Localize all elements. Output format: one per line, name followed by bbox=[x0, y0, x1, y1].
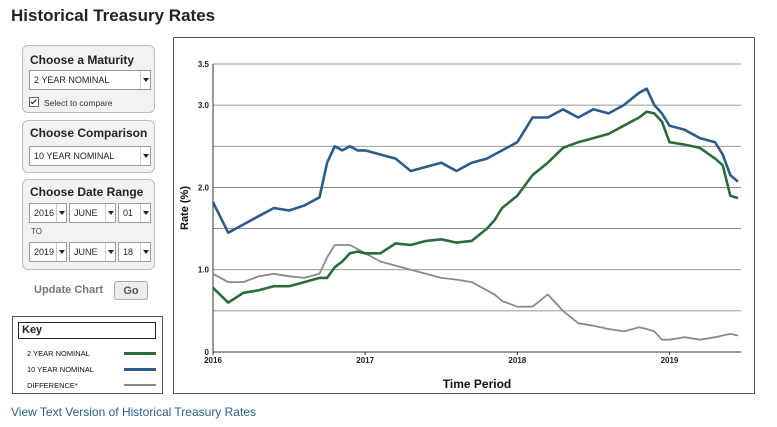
key-label-difference: DIFFERENCE* bbox=[27, 381, 78, 390]
maturity-panel: Choose a Maturity 2 YEAR NOMINAL Select … bbox=[22, 45, 155, 113]
treasury-chart: 0 1.0 2.0 3.0 3.5 2016 2017 2018 2019 Time Period… bbox=[179, 60, 741, 391]
y-axis-label: Rate (%) bbox=[179, 186, 191, 230]
chevron-down-icon bbox=[140, 204, 150, 222]
compare-checkbox[interactable] bbox=[29, 97, 39, 107]
y-tick-label: 3.0 bbox=[198, 101, 210, 110]
x-tick-label: 2018 bbox=[508, 356, 526, 365]
maturity-select[interactable]: 2 YEAR NOMINAL bbox=[29, 70, 151, 90]
y-tick-label: 1.0 bbox=[198, 266, 210, 275]
series-line-10-year-nominal bbox=[211, 87, 739, 234]
x-tick-label: 2019 bbox=[661, 356, 679, 365]
compare-checkbox-row[interactable]: Select to compare bbox=[29, 97, 113, 108]
chevron-down-icon bbox=[56, 243, 66, 261]
date-range-heading: Choose Date Range bbox=[30, 185, 144, 199]
from-day-value: 01 bbox=[123, 208, 134, 218]
chevron-down-icon bbox=[140, 71, 150, 89]
to-day-select[interactable]: 18 bbox=[118, 242, 151, 262]
chevron-down-icon bbox=[140, 243, 150, 261]
update-chart-label: Update Chart bbox=[34, 284, 104, 296]
comparison-select[interactable]: 10 YEAR NOMINAL bbox=[29, 146, 151, 166]
y-tick-label: 0 bbox=[205, 348, 210, 357]
x-tick-label: 2017 bbox=[356, 356, 374, 365]
key-title: Key bbox=[18, 322, 156, 339]
key-label-10yr: 10 YEAR NOMINAL bbox=[27, 365, 94, 374]
from-month-value: JUNE bbox=[74, 208, 98, 218]
chevron-down-icon bbox=[140, 147, 150, 165]
key-swatch-10yr bbox=[124, 368, 156, 371]
page-title: Historical Treasury Rates bbox=[11, 6, 216, 25]
chevron-down-icon bbox=[105, 204, 115, 222]
key-box: Key 2 YEAR NOMINAL 10 YEAR NOMINAL DIFFE… bbox=[12, 316, 163, 394]
comparison-panel: Choose Comparison 10 YEAR NOMINAL bbox=[22, 120, 155, 173]
date-range-panel: Choose Date Range 2016 JUNE 01 TO 2019 J… bbox=[22, 179, 155, 270]
x-tick-label: 2016 bbox=[204, 356, 222, 365]
comparison-select-value: 10 YEAR NOMINAL bbox=[34, 151, 115, 161]
y-tick-label: 2.0 bbox=[198, 183, 210, 192]
chevron-down-icon bbox=[105, 243, 115, 261]
comparison-heading: Choose Comparison bbox=[30, 126, 148, 140]
chart-box: 0 1.0 2.0 3.0 3.5 2016 2017 2018 2019 Time Period… bbox=[173, 37, 755, 394]
x-axis-label: Time Period bbox=[443, 377, 511, 391]
to-month-value: JUNE bbox=[74, 247, 98, 257]
from-day-select[interactable]: 01 bbox=[118, 203, 151, 223]
from-month-select[interactable]: JUNE bbox=[69, 203, 116, 223]
maturity-heading: Choose a Maturity bbox=[30, 53, 135, 67]
key-swatch-2yr bbox=[124, 352, 156, 355]
to-month-select[interactable]: JUNE bbox=[69, 242, 116, 262]
key-label-2yr: 2 YEAR NOMINAL bbox=[27, 349, 90, 358]
series-line-2-year-nominal bbox=[212, 110, 739, 304]
key-swatch-difference bbox=[124, 384, 156, 386]
from-year-value: 2016 bbox=[34, 208, 55, 218]
to-label: TO bbox=[31, 227, 42, 236]
y-tick-label: 3.5 bbox=[198, 60, 210, 69]
text-version-link[interactable]: View Text Version of Historical Treasury… bbox=[11, 405, 256, 419]
from-year-select[interactable]: 2016 bbox=[29, 203, 67, 223]
compare-label: Select to compare bbox=[44, 98, 113, 108]
chevron-down-icon bbox=[56, 204, 66, 222]
go-button[interactable]: Go bbox=[114, 281, 148, 300]
to-year-select[interactable]: 2019 bbox=[29, 242, 67, 262]
series-line-difference bbox=[212, 244, 739, 341]
to-year-value: 2019 bbox=[34, 247, 55, 257]
maturity-select-value: 2 YEAR NOMINAL bbox=[34, 75, 110, 85]
to-day-value: 18 bbox=[123, 247, 134, 257]
